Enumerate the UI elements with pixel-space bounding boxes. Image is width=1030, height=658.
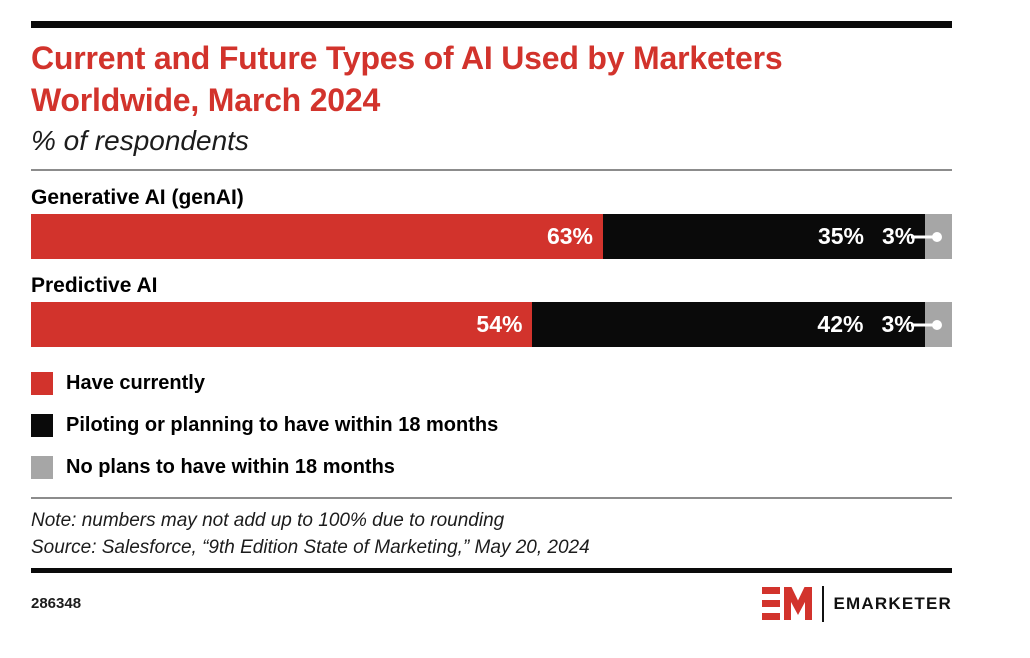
bottom-rule (31, 568, 952, 574)
callout-line (911, 235, 938, 239)
legend: Have currently Piloting or planning to h… (31, 371, 952, 479)
footnotes: Note: numbers may not add up to 100% due… (31, 507, 952, 561)
category-label-predictive-ai: Predictive AI (31, 274, 158, 298)
value-label: 3% (882, 223, 916, 250)
segment-no-plans (911, 214, 953, 260)
legend-item-no-plans: No plans to have within 18 months (31, 455, 952, 479)
footnote-divider (31, 497, 952, 500)
legend-item-piloting: Piloting or planning to have within 18 m… (31, 413, 952, 437)
callout-dot (931, 319, 942, 330)
legend-label: Have currently (66, 371, 205, 394)
bar-generative-ai: 63% 35% 3% (31, 214, 953, 260)
note-text: Note: numbers may not add up to 100% due… (31, 510, 505, 532)
segment-have-currently: 54% (31, 302, 533, 348)
chart-id: 286348 (31, 595, 82, 613)
segment-have-currently: 63% (31, 214, 604, 260)
legend-item-have-currently: Have currently (31, 371, 952, 395)
legend-label: Piloting or planning to have within 18 m… (66, 413, 499, 436)
value-label: 35% (817, 223, 864, 250)
callout-line (910, 323, 937, 327)
source-text: Source: Salesforce, “9th Edition State o… (31, 537, 590, 559)
callout-dot (932, 231, 943, 242)
legend-swatch-gray (31, 455, 53, 479)
segment-no-plans (910, 302, 952, 348)
value-label: 63% (546, 223, 594, 250)
category-label-generative-ai: Generative AI (genAI) (31, 186, 244, 210)
top-rule (31, 21, 952, 28)
segment-piloting-or-planning: 35% 3% (603, 214, 926, 260)
value-label: 3% (881, 311, 915, 338)
emarketer-logo: EMARKETER (761, 585, 952, 622)
chart-title: Current and Future Types of AI Used by M… (31, 40, 783, 118)
em-logo-icon (761, 587, 812, 621)
brand-wordmark: EMARKETER (833, 593, 952, 613)
stacked-bar-chart: Generative AI (genAI) 63% 35% 3% Predict… (31, 186, 953, 348)
segment-piloting-or-planning: 42% 3% (532, 302, 925, 348)
value-label: 54% (476, 311, 523, 338)
footer: 286348 EMARKETER (31, 585, 952, 622)
legend-label: No plans to have within 18 months (66, 455, 395, 478)
logo-divider (821, 585, 824, 622)
legend-swatch-red (31, 371, 53, 395)
value-label: 42% (817, 311, 864, 338)
chart-subtitle: % of respondents (31, 125, 249, 157)
header-divider (31, 169, 952, 172)
bar-predictive-ai: 54% 42% 3% (31, 302, 952, 348)
legend-swatch-black (31, 413, 53, 437)
